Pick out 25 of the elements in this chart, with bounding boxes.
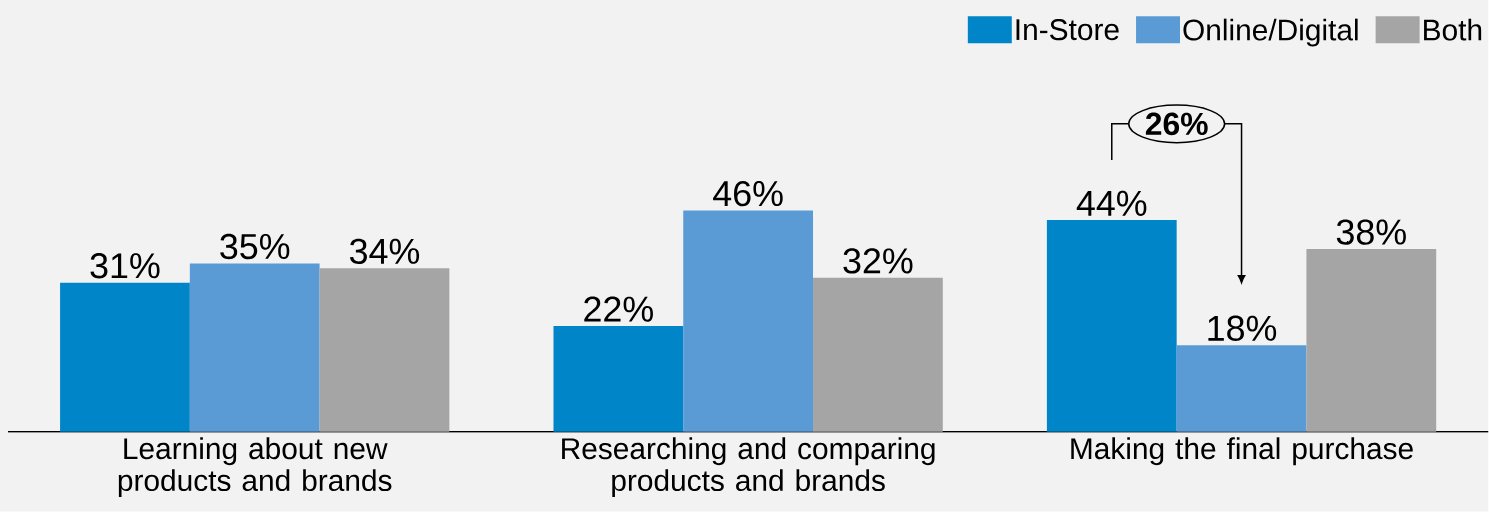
data-label: 18%: [1208, 315, 1277, 342]
x-tick-label: Learning about new products and brands: [118, 437, 392, 498]
text: 26%: [1145, 112, 1208, 136]
data-label: 46%: [713, 181, 783, 207]
bar: [319, 268, 450, 432]
data-label: 38%: [1336, 219, 1406, 245]
bar: [813, 277, 943, 432]
data-label: 31%: [90, 253, 160, 279]
legend-label: In-Store: [1016, 19, 1119, 41]
data-label: 32%: [843, 248, 913, 274]
x-tick-label: Making the final purchase: [1071, 437, 1413, 466]
data-label: 35%: [220, 233, 290, 260]
bar: [1306, 249, 1437, 432]
legend-label: Online/Digital: [1183, 18, 1358, 47]
data-label: 34%: [349, 238, 420, 265]
bar: [683, 210, 814, 432]
bar: [1176, 345, 1307, 432]
bar: [189, 263, 320, 432]
legend-label: Both: [1424, 18, 1482, 41]
data-label: 22%: [584, 296, 653, 322]
x-tick-label: Researching and comparing products and brands: [562, 437, 935, 498]
bar: [553, 326, 684, 432]
bar: [1046, 220, 1177, 432]
data-label: 44%: [1076, 190, 1147, 216]
bar: [60, 282, 190, 432]
